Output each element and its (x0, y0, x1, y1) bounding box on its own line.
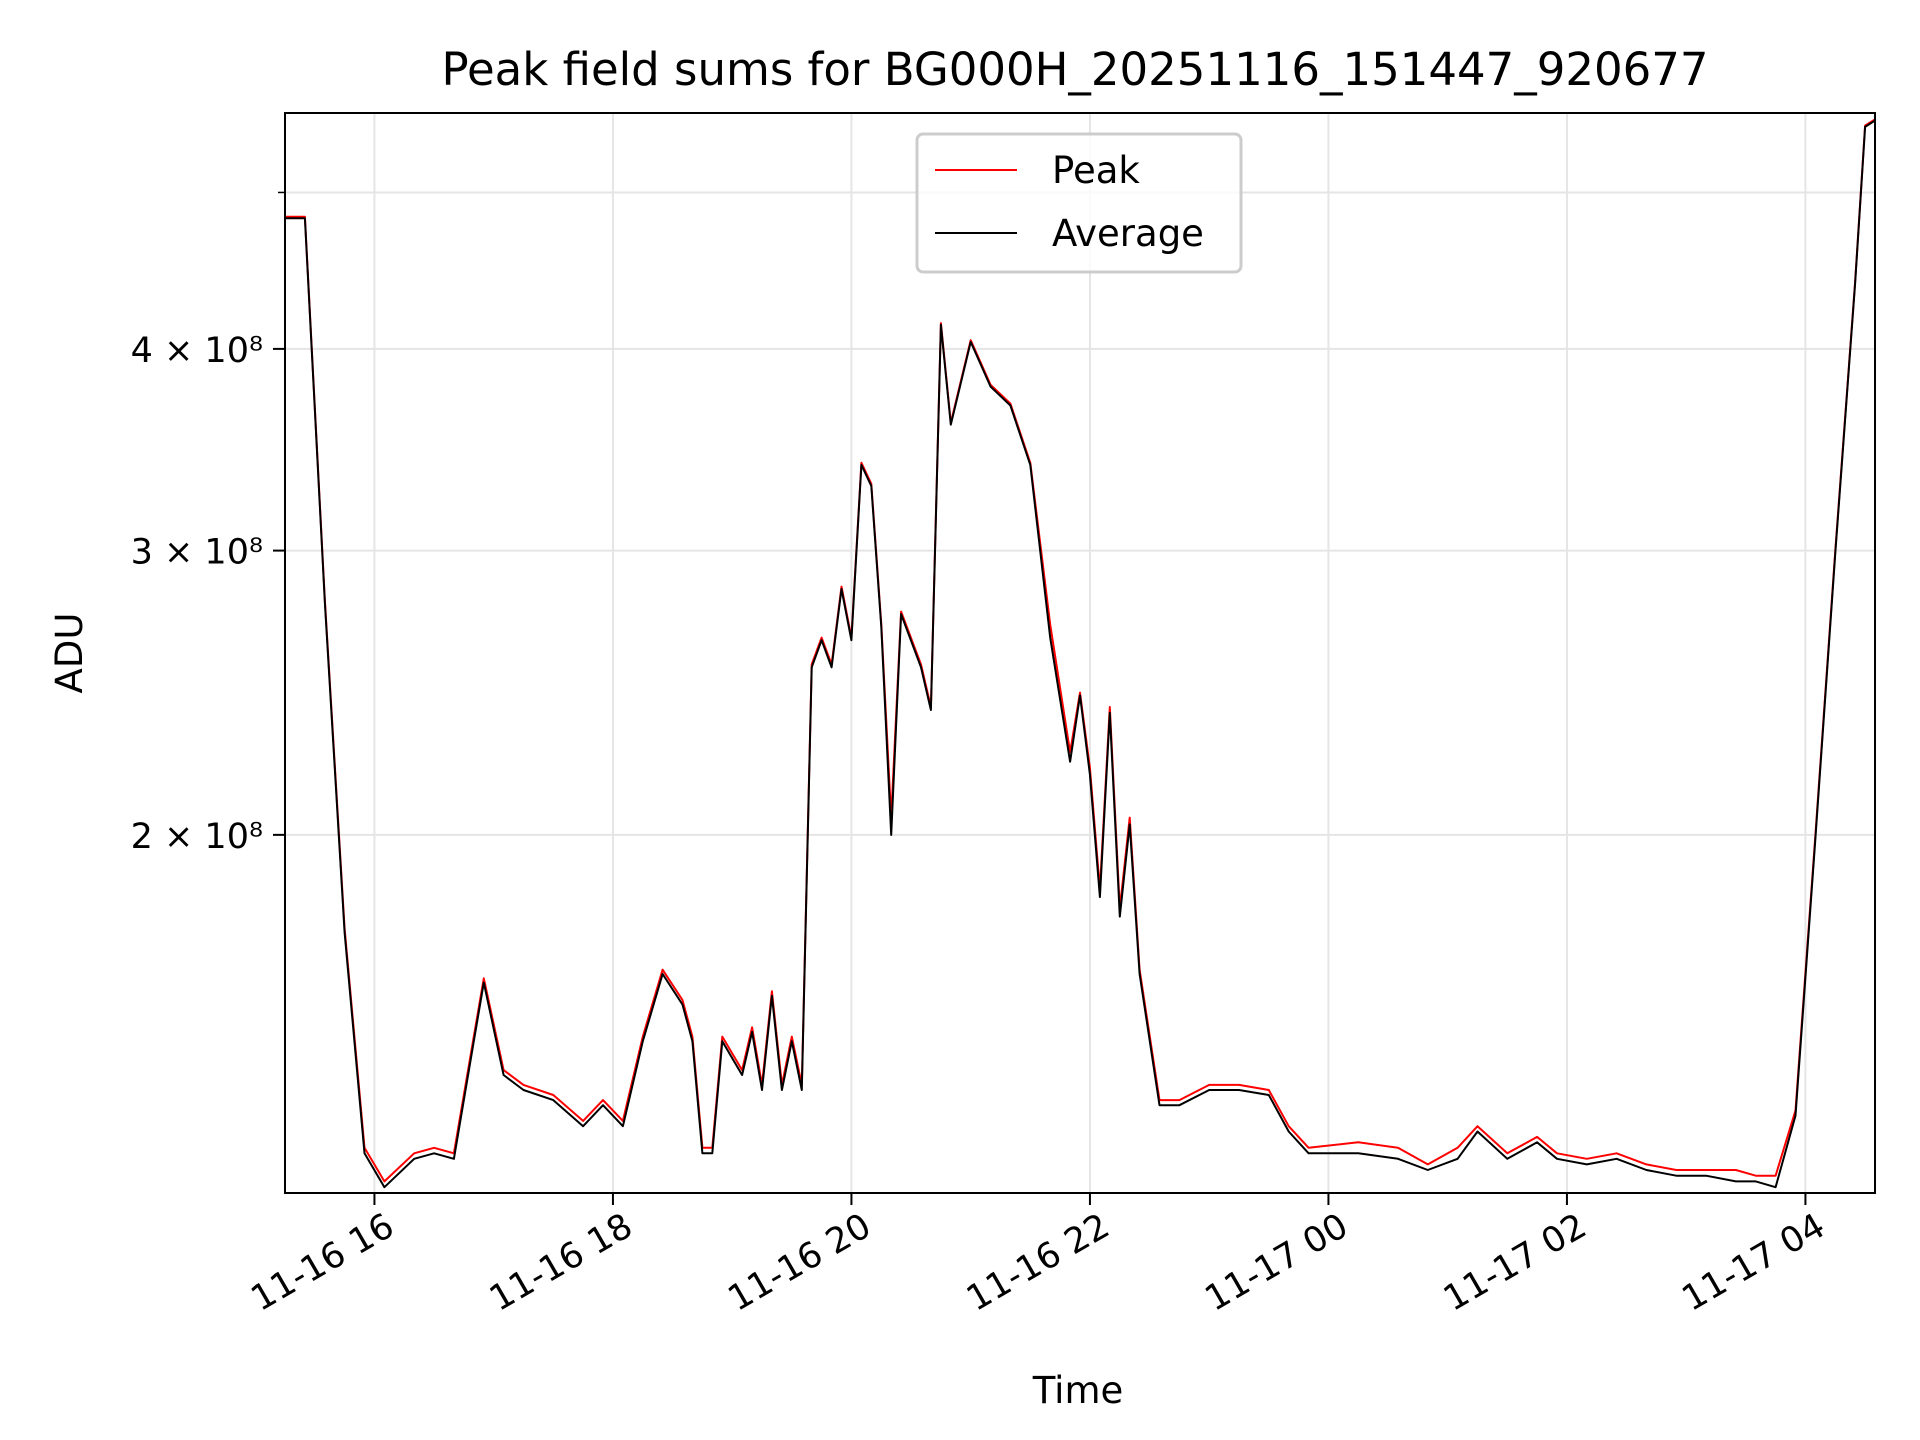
grid-lines (285, 113, 1875, 1193)
x-tick-label: 11-16 18 (483, 1206, 639, 1319)
x-tick-label: 11-16 16 (245, 1206, 401, 1319)
legend: Peak Average (915, 132, 1243, 274)
y-axis-label: ADU (48, 613, 91, 694)
x-tick-label: 11-17 00 (1199, 1206, 1355, 1319)
series-line-peak (285, 118, 1875, 1183)
y-tick-label: 2 × 10⁸ (131, 817, 263, 857)
y-tick-label: 4 × 10⁸ (131, 331, 263, 371)
y-axis: 2 × 10⁸ 3 × 10⁸ 4 × 10⁸ (131, 191, 285, 857)
x-tick-label: 11-16 20 (722, 1206, 878, 1319)
x-axis: 11-16 16 11-16 18 11-16 20 11-16 22 11-17 00… (245, 1193, 1832, 1319)
legend-label-average: Average (1052, 212, 1204, 255)
x-tick-label: 11-17 02 (1437, 1206, 1593, 1319)
legend-label-peak: Peak (1052, 149, 1140, 192)
y-tick-label: 3 × 10⁸ (131, 533, 263, 573)
x-tick-label: 11-17 04 (1676, 1206, 1832, 1319)
series-line-average (285, 119, 1875, 1189)
series-layer (285, 118, 1875, 1189)
chart-title: Peak field sums for BG000H_20251116_1514… (441, 43, 1708, 96)
x-axis-label: Time (1032, 1369, 1124, 1412)
plot-frame (284, 112, 1876, 1194)
plot-area (285, 118, 1875, 1189)
legend-box (915, 132, 1243, 274)
x-tick-label: 11-16 22 (960, 1206, 1116, 1319)
